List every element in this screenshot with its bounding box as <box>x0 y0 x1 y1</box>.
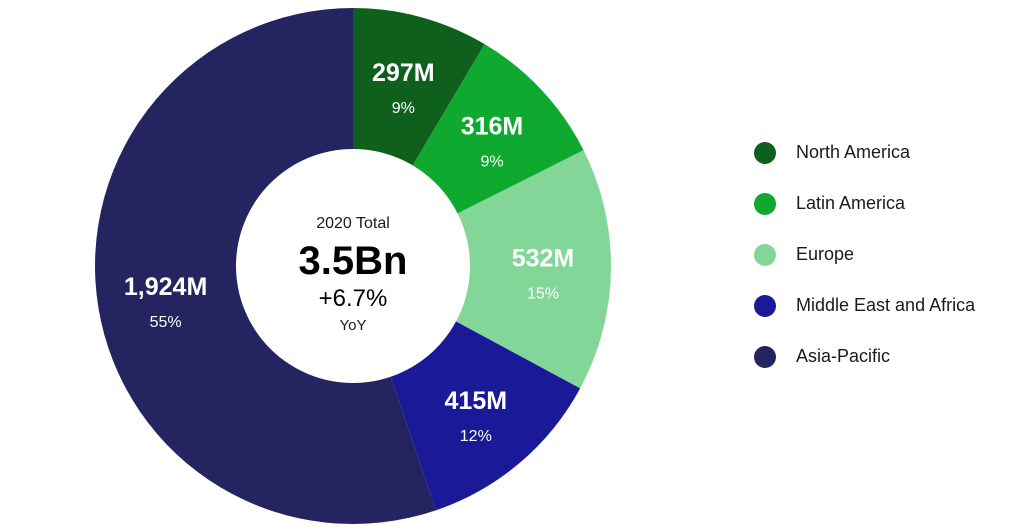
legend-swatch <box>754 345 776 368</box>
legend: North America Latin America Europe Middl… <box>754 140 975 395</box>
slice-percent-label: 9% <box>480 154 503 171</box>
slice-value-label: 532M <box>512 245 575 273</box>
legend-label: Latin America <box>796 193 906 213</box>
legend-label: North America <box>796 142 911 162</box>
slice-percent-label: 9% <box>392 100 415 117</box>
legend-label: Middle East and Africa <box>796 295 976 315</box>
slice-percent-label: 55% <box>150 314 182 331</box>
center-label: 2020 Total <box>316 215 390 232</box>
legend-item-north-america: North America <box>754 140 975 165</box>
legend-swatch <box>754 294 776 317</box>
slice-value-label: 1,924M <box>124 273 207 301</box>
slice-percent-label: 15% <box>527 286 559 303</box>
legend-item-asia-pacific: Asia-Pacific <box>754 344 975 369</box>
legend-item-europe: Europe <box>754 242 975 267</box>
legend-swatch <box>754 243 776 266</box>
pie-slice <box>353 150 611 389</box>
donut-hole <box>236 149 470 383</box>
legend-label: Asia-Pacific <box>796 346 891 366</box>
center-change-unit: YoY <box>340 317 367 334</box>
slice-labels-group: 297M 9% 316M 9% 532M 15% 415M 12% 1,924M 55% <box>124 59 574 445</box>
center-total: 3.5Bn <box>299 239 408 283</box>
slice-value-label: 415M <box>445 387 508 415</box>
legend-item-middle-east-africa: Middle East and Africa <box>754 293 975 318</box>
slice-value-label: 316M <box>461 113 524 141</box>
legend-label: Europe <box>796 244 855 264</box>
legend-swatch <box>754 192 776 215</box>
legend-item-latin-america: Latin America <box>754 191 975 216</box>
center-change: +6.7% <box>319 285 388 312</box>
slice-percent-label: 12% <box>460 428 492 445</box>
slice-value-label: 297M <box>372 59 435 87</box>
donut-chart: 297M 9% 316M 9% 532M 15% 415M 12% 1,924M 55% 2020… <box>95 8 611 524</box>
legend-swatch <box>754 141 776 164</box>
